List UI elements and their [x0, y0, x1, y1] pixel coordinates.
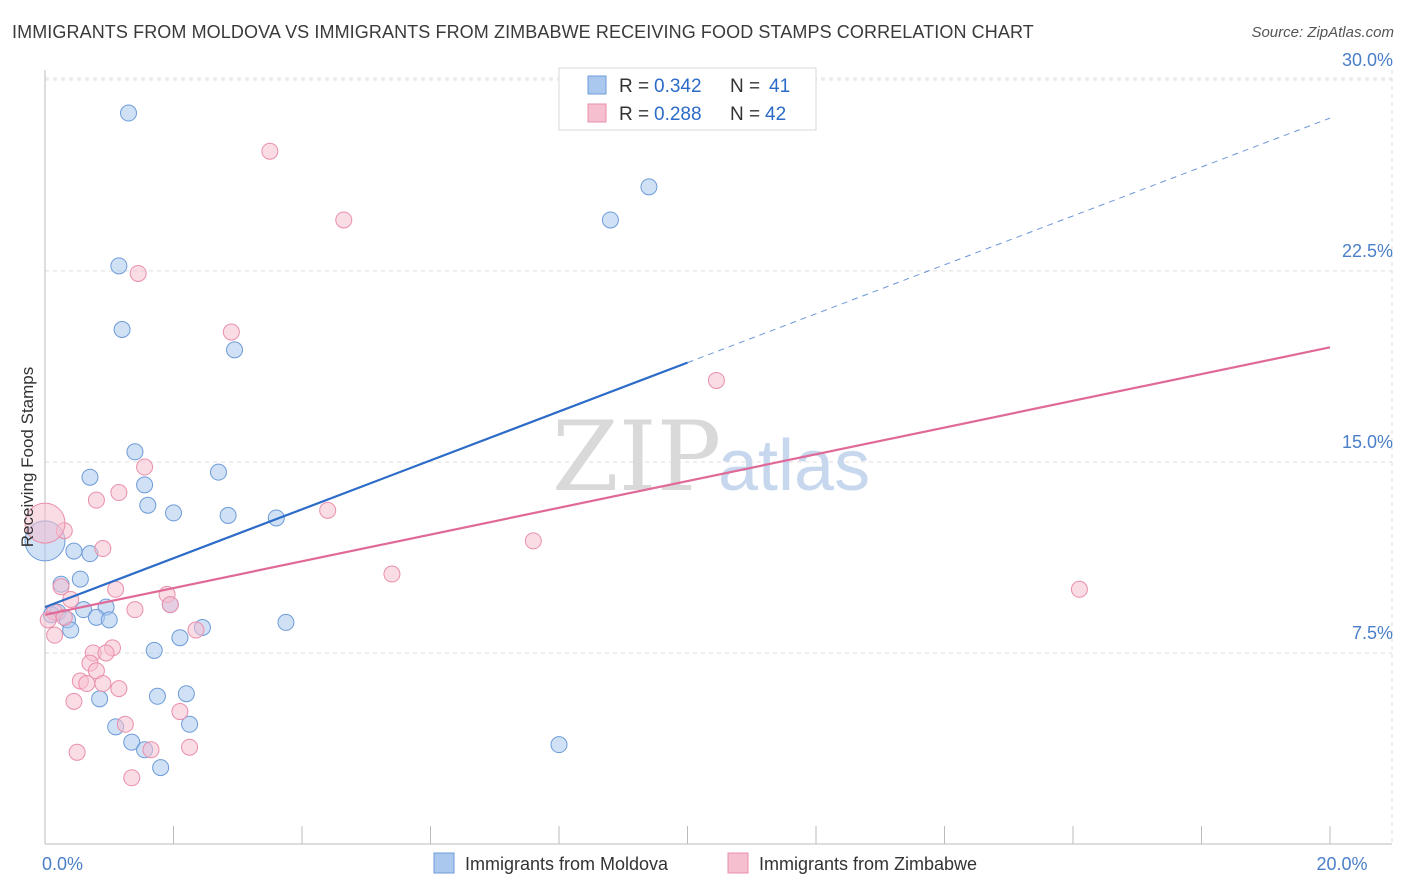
point-zimbabwe-41 [123, 769, 141, 787]
trend-lines [44, 117, 1331, 616]
point-zimbabwe-2 [129, 264, 147, 282]
point-moldova-28 [145, 641, 163, 659]
point-zimbabwe-0 [261, 142, 279, 160]
x-tick-label-1: 20.0% [1316, 854, 1367, 874]
point-zimbabwe-32 [78, 675, 96, 693]
point-zimbabwe-33 [94, 675, 112, 693]
legend-r-label-zimbabwe: R = [619, 104, 649, 125]
point-moldova-23 [100, 611, 118, 629]
point-moldova-30 [91, 690, 109, 708]
bottom-legend-swatch-moldova [433, 852, 455, 874]
point-zimbabwe-35 [65, 692, 83, 710]
legend-n-label-zimbabwe: N = [730, 104, 760, 125]
point-zimbabwe-4 [707, 371, 725, 389]
grid-lines [45, 70, 1393, 844]
point-moldova-36 [152, 759, 170, 777]
point-zimbabwe-1 [335, 211, 353, 229]
point-moldova-6 [209, 463, 227, 481]
point-zimbabwe-5 [136, 458, 154, 476]
point-zimbabwe-28 [97, 644, 115, 662]
point-moldova-2 [113, 321, 131, 339]
point-moldova-4 [126, 443, 144, 461]
point-moldova-38 [601, 211, 619, 229]
watermark: ZIP atlas [552, 401, 870, 513]
y-tick-label-3: 30.0% [1342, 50, 1393, 70]
point-zimbabwe-39 [142, 741, 160, 759]
chart-title: IMMIGRANTS FROM MOLDOVA VS IMMIGRANTS FR… [12, 22, 1034, 42]
data-points [24, 104, 1088, 787]
y-tick-label-1: 15.0% [1342, 432, 1393, 452]
point-zimbabwe-24 [187, 621, 205, 639]
point-moldova-13 [65, 542, 83, 560]
axes: 7.5% 15.0% 22.5% 30.0% 0.0% 20.0% [42, 50, 1393, 874]
point-zimbabwe-34 [110, 680, 128, 698]
bottom-legend-swatch-zimbabwe [727, 852, 749, 874]
point-zimbabwe-40 [181, 738, 199, 756]
legend-n-label-moldova: N = [730, 76, 760, 97]
bottom-legend-label-moldova: Immigrants from Moldova [465, 854, 669, 874]
legend-swatch-moldova [587, 75, 607, 95]
trend-line-zimbabwe [44, 346, 1331, 616]
point-zimbabwe-21 [126, 601, 144, 619]
y-tick-label-0: 7.5% [1352, 623, 1393, 643]
point-zimbabwe-13 [383, 565, 401, 583]
point-moldova-33 [181, 715, 199, 733]
source-credit: Source: ZipAtlas.com [1251, 24, 1394, 41]
legend-r-value-moldova: 0.342 [654, 76, 702, 97]
x-tick-label-0: 0.0% [42, 854, 83, 874]
bottom-legend: Immigrants from Moldova Immigrants from … [433, 852, 977, 874]
watermark-zip: ZIP [552, 401, 721, 513]
point-zimbabwe-19 [161, 596, 179, 614]
point-zimbabwe-38 [68, 743, 86, 761]
point-zimbabwe-23 [39, 611, 57, 629]
bottom-legend-label-zimbabwe: Immigrants from Zimbabwe [759, 854, 977, 874]
point-zimbabwe-10 [24, 502, 66, 544]
point-zimbabwe-3 [222, 323, 240, 341]
point-moldova-34 [123, 733, 141, 751]
point-moldova-3 [226, 341, 244, 359]
legend: R = 0.342 N = 41 R = 0.288 N = 42 [558, 67, 817, 131]
point-zimbabwe-16 [107, 580, 125, 598]
point-moldova-29 [148, 687, 166, 705]
y-tick-label-2: 22.5% [1342, 241, 1393, 261]
trend-line-moldova-extension [687, 117, 1331, 364]
point-moldova-16 [71, 570, 89, 588]
y-axis-label: Receiving Food Stamps [18, 367, 37, 547]
watermark-atlas: atlas [718, 426, 870, 506]
point-moldova-27 [171, 629, 189, 647]
legend-n-value-moldova: 41 [769, 76, 790, 97]
point-moldova-37 [640, 178, 658, 196]
legend-r-value-zimbabwe: 0.288 [654, 104, 702, 125]
point-zimbabwe-14 [1070, 580, 1088, 598]
point-zimbabwe-8 [319, 501, 337, 519]
point-moldova-26 [277, 613, 295, 631]
point-zimbabwe-37 [116, 715, 134, 733]
point-zimbabwe-25 [46, 626, 64, 644]
point-moldova-10 [219, 506, 237, 524]
point-moldova-9 [165, 504, 182, 522]
point-moldova-7 [136, 476, 154, 494]
point-zimbabwe-15 [52, 578, 70, 596]
point-moldova-5 [81, 468, 99, 486]
point-zimbabwe-6 [110, 484, 128, 502]
trend-line-moldova [44, 361, 688, 609]
point-moldova-1 [110, 257, 128, 275]
point-moldova-39 [550, 736, 568, 754]
point-zimbabwe-11 [524, 532, 542, 550]
legend-r-label-moldova: R = [619, 76, 649, 97]
legend-n-value-zimbabwe: 42 [765, 104, 786, 125]
point-zimbabwe-12 [94, 540, 112, 558]
point-moldova-8 [139, 496, 157, 514]
point-zimbabwe-7 [87, 491, 105, 509]
point-moldova-31 [177, 685, 195, 703]
point-moldova-0 [120, 104, 138, 122]
legend-swatch-zimbabwe [587, 103, 607, 123]
point-zimbabwe-36 [171, 703, 189, 721]
